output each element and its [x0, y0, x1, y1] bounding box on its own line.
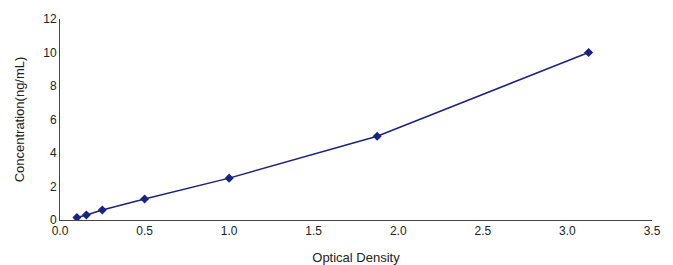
- svg-text:10: 10: [43, 46, 57, 60]
- svg-text:1.0: 1.0: [221, 224, 238, 238]
- svg-text:Concentration(ng/mL): Concentration(ng/mL): [12, 57, 27, 183]
- svg-text:0.5: 0.5: [136, 224, 153, 238]
- svg-text:Optical Density: Optical Density: [312, 250, 400, 265]
- svg-text:1.5: 1.5: [305, 224, 322, 238]
- svg-text:2.5: 2.5: [475, 224, 492, 238]
- svg-text:8: 8: [50, 79, 57, 93]
- svg-text:12: 12: [43, 12, 57, 26]
- svg-text:6: 6: [50, 113, 57, 127]
- svg-text:3.0: 3.0: [559, 224, 576, 238]
- svg-text:0: 0: [50, 213, 57, 227]
- svg-text:4: 4: [50, 146, 57, 160]
- svg-text:2: 2: [50, 180, 57, 194]
- svg-text:3.5: 3.5: [644, 224, 661, 238]
- svg-text:2.0: 2.0: [390, 224, 407, 238]
- svg-text:0.0: 0.0: [52, 224, 69, 238]
